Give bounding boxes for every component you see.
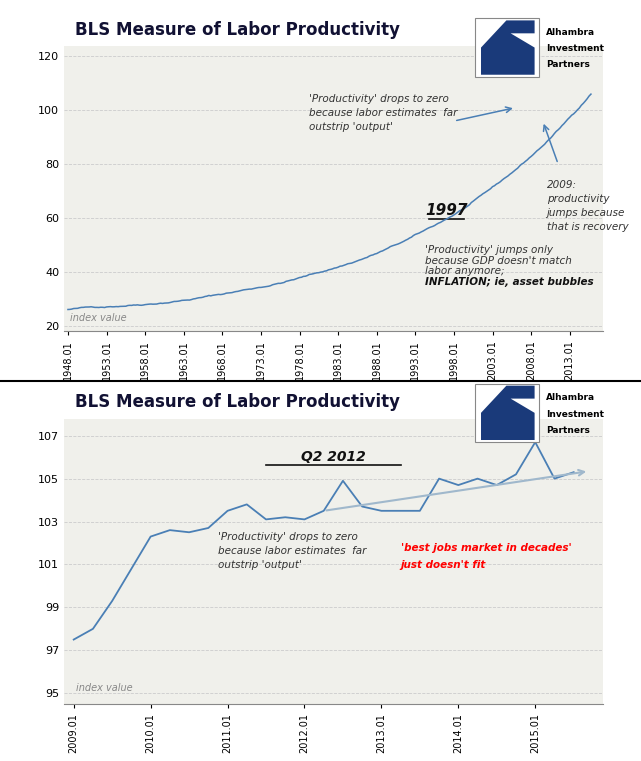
Polygon shape xyxy=(476,18,539,77)
Polygon shape xyxy=(481,21,535,75)
Text: because GDP doesn't match: because GDP doesn't match xyxy=(425,256,572,266)
Text: BLS Measure of Labor Productivity: BLS Measure of Labor Productivity xyxy=(75,393,400,412)
Text: Alhambra: Alhambra xyxy=(546,393,595,403)
Text: BLS Measure of Labor Productivity: BLS Measure of Labor Productivity xyxy=(75,21,400,39)
Polygon shape xyxy=(476,384,539,442)
Text: labor anymore;: labor anymore; xyxy=(425,266,504,276)
Text: 'best jobs market in decades': 'best jobs market in decades' xyxy=(401,543,571,553)
Text: INFLATION; ie, asset bubbles: INFLATION; ie, asset bubbles xyxy=(425,277,594,287)
Text: Q2 2012: Q2 2012 xyxy=(301,450,366,463)
Text: Investment: Investment xyxy=(546,409,604,419)
Text: 'Productivity' drops to zero
because labor estimates  far
outstrip 'output': 'Productivity' drops to zero because lab… xyxy=(218,532,366,570)
Text: index value: index value xyxy=(76,683,132,693)
Polygon shape xyxy=(481,386,535,440)
Text: 'Productivity' jumps only: 'Productivity' jumps only xyxy=(425,245,553,255)
Text: index value: index value xyxy=(70,313,126,323)
Text: Investment: Investment xyxy=(546,44,604,53)
Text: just doesn't fit: just doesn't fit xyxy=(401,560,486,570)
Text: Alhambra: Alhambra xyxy=(546,28,595,37)
Text: 'Productivity' drops to zero
because labor estimates  far
outstrip 'output': 'Productivity' drops to zero because lab… xyxy=(309,94,458,132)
Text: Partners: Partners xyxy=(546,426,590,435)
Text: 2009:
productivity
jumps because
that is recovery: 2009: productivity jumps because that is… xyxy=(547,180,628,232)
Text: Partners: Partners xyxy=(546,61,590,69)
Text: 1997: 1997 xyxy=(425,203,467,218)
